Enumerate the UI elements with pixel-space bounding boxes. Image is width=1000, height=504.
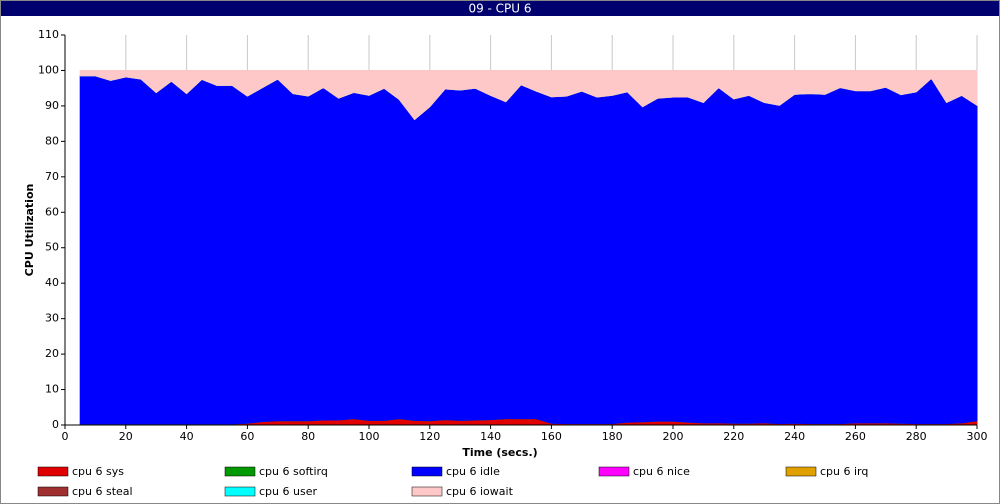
area: [79, 69, 978, 121]
legend-swatch: [37, 466, 69, 477]
x-axis-title: Time (secs.): [462, 446, 537, 459]
y-axis-title: CPU Utilization: [23, 184, 36, 277]
y-tick-label: 20: [45, 347, 59, 360]
area: [79, 75, 978, 425]
x-tick-label: 300: [967, 430, 988, 443]
x-tick-label: 140: [480, 430, 501, 443]
legend-label: cpu 6 softirq: [259, 465, 328, 478]
x-tick-label: 80: [301, 430, 315, 443]
y-tick-label: 70: [45, 170, 59, 183]
x-tick-label: 220: [723, 430, 744, 443]
legend-swatch: [785, 466, 817, 477]
y-tick-label: 110: [38, 28, 59, 41]
chart-title: 09 - CPU 6: [468, 2, 531, 16]
x-tick-label: 120: [419, 430, 440, 443]
y-tick-label: 80: [45, 134, 59, 147]
legend-label: cpu 6 sys: [72, 465, 124, 478]
legend-swatch: [37, 486, 69, 497]
y-tick-label: 10: [45, 383, 59, 396]
legend-label: cpu 6 irq: [820, 465, 868, 478]
title-bar: [1, 1, 999, 16]
y-tick-label: 40: [45, 276, 59, 289]
x-tick-label: 100: [359, 430, 380, 443]
legend-label: cpu 6 iowait: [446, 485, 514, 498]
x-tick-label: 60: [240, 430, 254, 443]
x-tick-label: 40: [180, 430, 194, 443]
x-tick-label: 200: [663, 430, 684, 443]
legend-label: cpu 6 steal: [72, 485, 133, 498]
legend-swatch: [224, 486, 256, 497]
y-tick-label: 60: [45, 205, 59, 218]
y-tick-label: 100: [38, 63, 59, 76]
legend-swatch: [411, 486, 443, 497]
legend-label: cpu 6 idle: [446, 465, 500, 478]
legend-swatch: [411, 466, 443, 477]
y-tick-label: 0: [52, 418, 59, 431]
y-tick-label: 90: [45, 99, 59, 112]
y-tick-label: 50: [45, 241, 59, 254]
legend-swatch: [224, 466, 256, 477]
legend-label: cpu 6 nice: [633, 465, 690, 478]
x-tick-label: 260: [845, 430, 866, 443]
x-tick-label: 180: [602, 430, 623, 443]
legend-label: cpu 6 user: [259, 485, 317, 498]
x-tick-label: 0: [62, 430, 69, 443]
y-tick-label: 30: [45, 312, 59, 325]
x-tick-label: 160: [541, 430, 562, 443]
legend-swatch: [598, 466, 630, 477]
x-tick-label: 280: [906, 430, 927, 443]
x-tick-label: 20: [119, 430, 133, 443]
x-tick-label: 240: [784, 430, 805, 443]
